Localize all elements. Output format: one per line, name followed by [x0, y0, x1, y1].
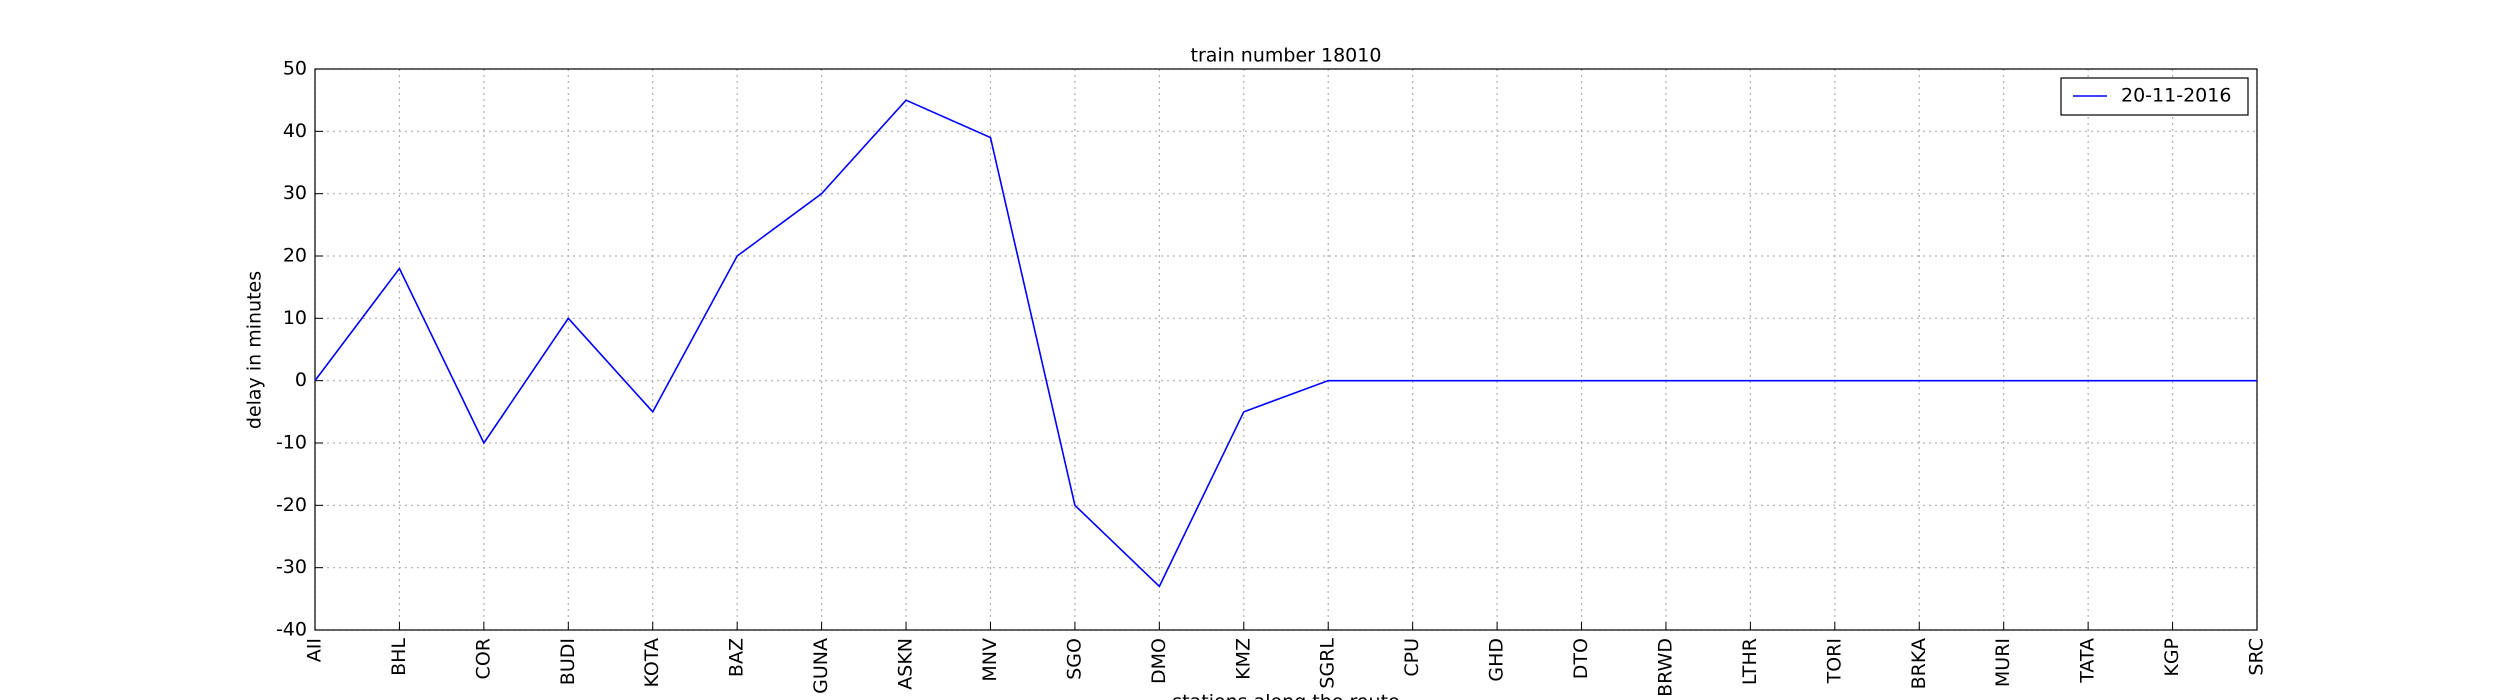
x-tick-label: BUDI	[557, 638, 579, 685]
x-tick-label: TATA	[2077, 638, 2099, 684]
data-line	[314, 99, 2257, 588]
x-tick-label: SGO	[1063, 638, 1085, 680]
y-tick-label: 30	[283, 182, 307, 204]
x-tick-label: TORI	[1823, 638, 1845, 684]
legend-label: 20-11-2016	[2121, 85, 2231, 107]
y-tick-label: -20	[276, 494, 307, 516]
y-tick-label: 40	[283, 120, 307, 142]
y-tick-label: 0	[295, 369, 307, 391]
x-tick-label: KGP	[2161, 638, 2183, 677]
chart-title: train number 18010	[1191, 45, 1382, 67]
x-tick-label: SRC	[2246, 638, 2268, 676]
y-tick-label: -40	[276, 619, 307, 641]
y-tick-label: 20	[283, 245, 307, 267]
y-tick-label: -30	[276, 556, 307, 578]
x-tick-label: GUNA	[810, 638, 832, 694]
y-tick-label: 50	[283, 58, 307, 80]
x-tick-label: DMO	[1148, 638, 1170, 684]
x-tick-label: BHL	[388, 638, 410, 676]
x-tick-label: GHD	[1486, 638, 1508, 682]
plot-frame	[314, 68, 2258, 631]
x-tick-label: BRWD	[1654, 638, 1676, 697]
x-tick-label: ASKN	[895, 638, 917, 690]
x-tick-label: LTHR	[1739, 638, 1761, 685]
y-tick-label: 10	[283, 307, 307, 329]
x-tick-label: DTO	[1570, 638, 1592, 679]
x-tick-label: AII	[304, 638, 326, 662]
x-tick-label: COR	[472, 638, 494, 679]
x-tick-label: MURI	[1992, 638, 2014, 687]
x-tick-label: BRKA	[1908, 638, 1930, 689]
y-tick-label: -10	[276, 432, 307, 454]
x-tick-label: KOTA	[641, 638, 663, 688]
x-tick-label: SGRL	[1317, 638, 1339, 689]
x-tick-label: MNV	[979, 638, 1001, 682]
x-tick-label: CPU	[1401, 638, 1423, 677]
x-axis-label: stations along the route	[1172, 691, 1399, 700]
y-axis-label: delay in minutes	[244, 271, 266, 429]
x-tick-label: KMZ	[1232, 638, 1254, 680]
x-tick-label: BAZ	[726, 638, 748, 677]
